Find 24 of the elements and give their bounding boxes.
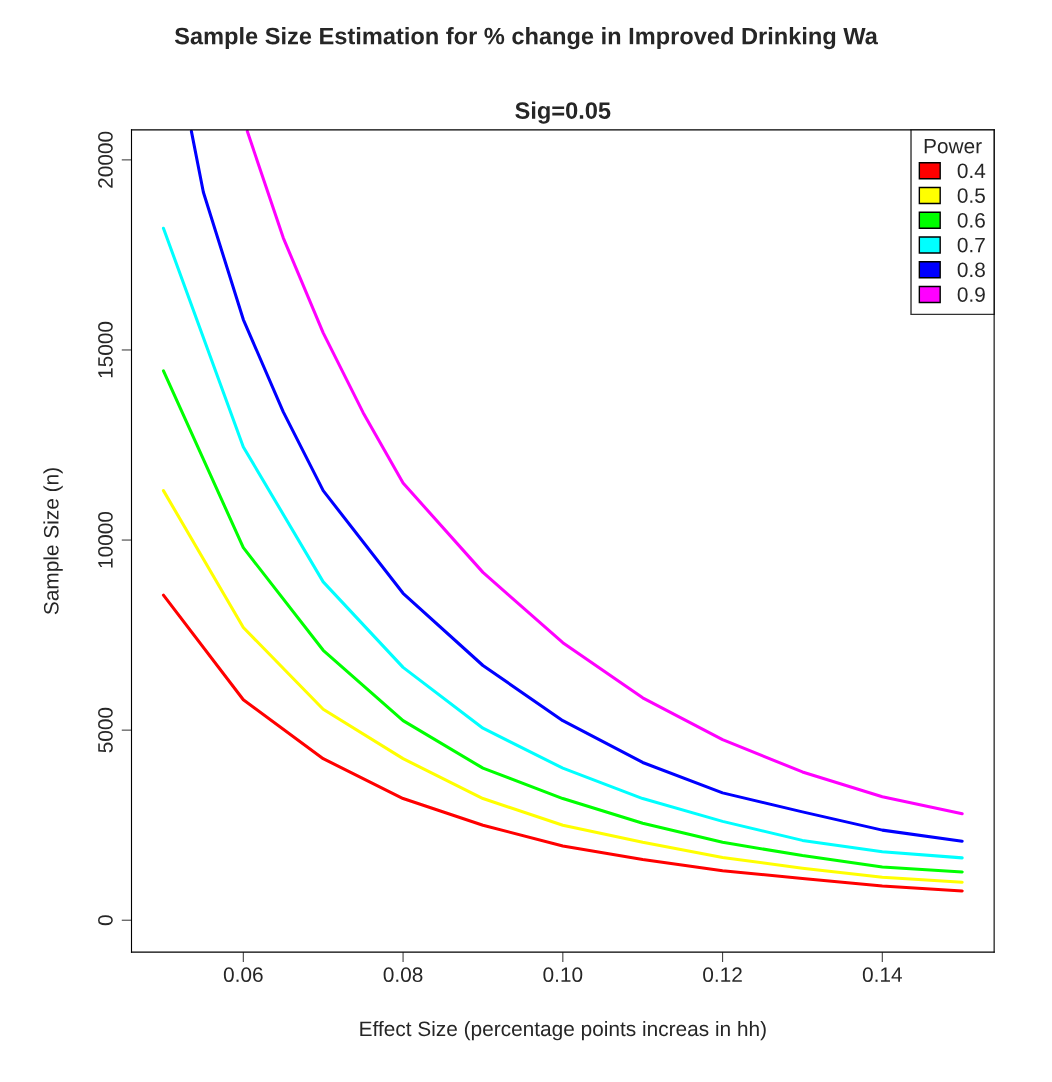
y-axis-title: Sample Size (n) bbox=[43, 468, 63, 615]
x-tick-label: 0.14 bbox=[862, 967, 902, 983]
chart-subtitle: Sig=0.05 bbox=[515, 101, 611, 124]
x-tick-label: 0.12 bbox=[703, 967, 742, 983]
y-tick-label: 20000 bbox=[98, 131, 113, 188]
legend-label: 0.9 bbox=[957, 287, 985, 302]
x-axis-title: Effect Size (percentage points increas in hh) bbox=[360, 1020, 766, 1041]
legend-label: 0.4 bbox=[957, 163, 986, 179]
line-series bbox=[161, 593, 964, 893]
x-tick-label: 0.10 bbox=[543, 967, 583, 983]
y-tick-label: 10000 bbox=[98, 511, 113, 568]
legend-label: 0.5 bbox=[957, 188, 985, 203]
legend-label: 0.7 bbox=[957, 237, 985, 253]
line-series bbox=[161, 489, 964, 884]
line-series bbox=[161, 369, 964, 874]
y-tick-label: 15000 bbox=[98, 321, 113, 378]
y-tick-label: 0 bbox=[98, 915, 113, 926]
x-tick-label: 0.08 bbox=[383, 967, 423, 983]
legend-label: 0.6 bbox=[957, 212, 985, 228]
legend-label: 0.8 bbox=[957, 262, 985, 278]
chart-title: Sample Size Estimation for % change in Improved Drinking Wa bbox=[174, 27, 878, 50]
x-tick-label: 0.06 bbox=[223, 967, 263, 983]
y-tick-label: 5000 bbox=[98, 707, 113, 753]
legend-title: Power bbox=[924, 138, 982, 154]
